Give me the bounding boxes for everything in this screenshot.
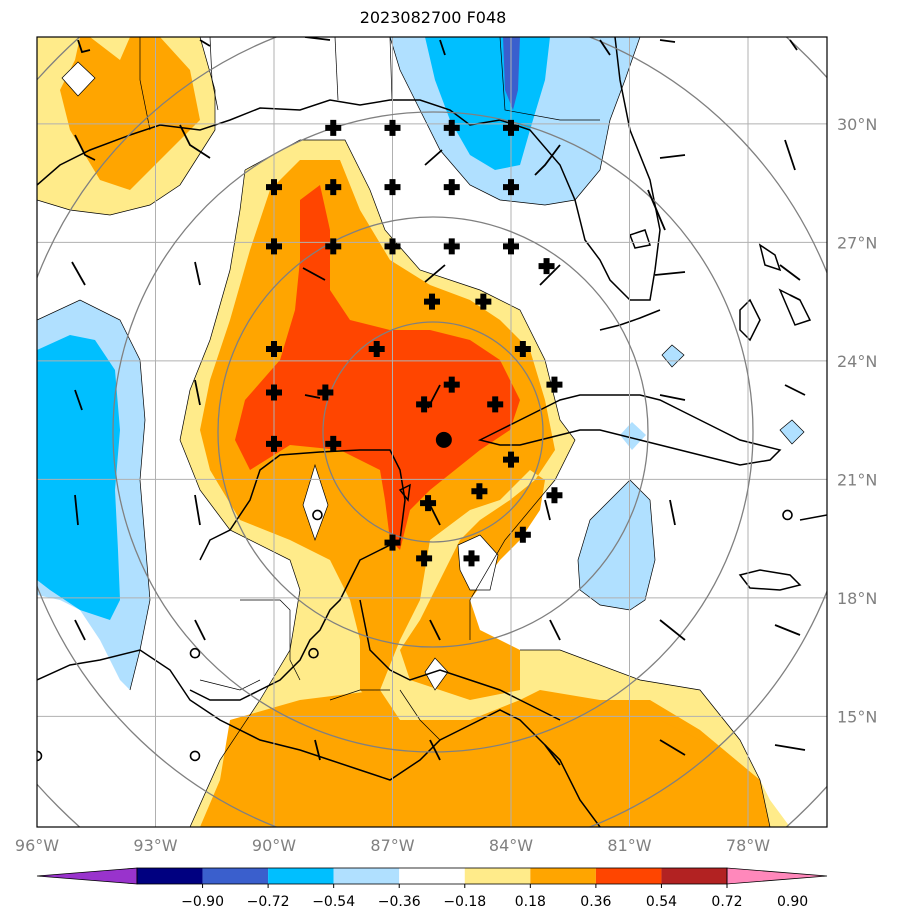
lon-tick-labels: 96°W 93°W 90°W 87°W 84°W 81°W 78°W: [15, 836, 770, 855]
map-frame: [36, 36, 828, 828]
lat-tick-label: 21°N: [837, 470, 877, 489]
lon-tick-label: 78°W: [726, 836, 770, 855]
cross-marker: [266, 435, 282, 452]
cross-marker: [514, 526, 531, 543]
cross-marker: [503, 119, 519, 136]
cross-marker: [443, 179, 460, 196]
colorbar-label: −0.36: [378, 894, 421, 910]
calm-marker: [189, 647, 201, 659]
lon-tick-label: 90°W: [252, 836, 296, 855]
cross-marker: [503, 179, 519, 196]
cross-marker: [546, 487, 563, 504]
colorbar-extend-low: [36, 867, 138, 885]
cross-marker: [443, 119, 460, 136]
cross-marker: [416, 550, 433, 567]
cross-marker: [266, 238, 282, 255]
contour-blue-ne: [425, 37, 550, 170]
colorbar-segment: [399, 868, 465, 884]
colorbar-segment: [595, 868, 662, 884]
colorbar-segment: [464, 868, 531, 884]
cross-marker: [471, 483, 488, 500]
lat-tick-labels: 30°N 27°N 24°N 21°N 18°N 15°N: [837, 115, 877, 727]
lon-tick-label: 84°W: [489, 836, 533, 855]
cross-marker: [317, 384, 334, 401]
cross-marker: [503, 238, 519, 255]
colorbar-label: −0.18: [443, 894, 486, 910]
contour-orange-south: [200, 690, 770, 827]
cross-marker: [416, 396, 433, 413]
calm-marker: [308, 647, 319, 659]
wind-barbs: [71, 37, 806, 766]
colorbar-segment: [137, 868, 203, 884]
cross-marker: [266, 384, 282, 401]
cross-marker: [325, 179, 342, 196]
cross-marker: [325, 435, 342, 452]
colorbar-extend-high: [726, 867, 828, 885]
lat-tick-label: 18°N: [837, 589, 877, 608]
cross-marker: [325, 238, 342, 255]
cross-marker: [443, 376, 460, 393]
colorbar-outline: [136, 867, 728, 885]
lat-tick-label: 24°N: [837, 352, 877, 371]
lon-tick-label: 81°W: [607, 836, 651, 855]
lat-tick-label: 27°N: [837, 233, 877, 252]
colorbar: −0.90 −0.72 −0.54 −0.36 −0.18 0.18 0.36 0.54 0.7…: [36, 867, 828, 910]
calm-marker: [312, 509, 323, 521]
lon-tick-label: 96°W: [15, 836, 59, 855]
gridlines: [37, 37, 827, 827]
cross-marker: [463, 550, 480, 567]
cross-marker: [266, 341, 282, 358]
borders: [139, 37, 600, 741]
colorbar-segment: [530, 868, 596, 884]
colorbar-label: 0.72: [711, 894, 742, 910]
contour-white-hole-3: [458, 535, 498, 590]
calm-marker: [189, 750, 201, 762]
cross-markers: [266, 119, 563, 567]
cross-marker: [384, 534, 401, 551]
lat-tick-label: 30°N: [837, 115, 877, 134]
colorbar-label: 0.54: [646, 894, 677, 910]
cross-marker: [443, 238, 460, 255]
calm-marker: [37, 750, 43, 762]
cross-marker: [475, 293, 492, 310]
cross-marker: [266, 179, 282, 196]
cross-marker: [384, 119, 401, 136]
contour-blue-w: [37, 335, 120, 620]
colorbar-segment: [202, 868, 269, 884]
cross-marker: [420, 495, 437, 512]
cross-marker: [384, 179, 401, 196]
map-title: 2023082700 F048: [359, 8, 507, 27]
calm-marker: [782, 509, 793, 521]
calm-markers: [37, 509, 793, 762]
colorbar-segment: [268, 868, 334, 884]
cross-marker: [546, 376, 563, 393]
storm-center-marker: [435, 431, 452, 448]
lon-tick-label: 87°W: [370, 836, 414, 855]
lat-tick-label: 15°N: [837, 707, 877, 726]
colorbar-label: −0.90: [181, 894, 224, 910]
contour-lightblue-small2: [620, 422, 646, 450]
lon-tick-label: 93°W: [133, 836, 177, 855]
cross-marker: [487, 396, 504, 413]
contour-red-core: [235, 185, 520, 550]
cross-marker: [538, 258, 555, 275]
colorbar-label: −0.72: [247, 894, 290, 910]
colorbar-label: −0.54: [312, 894, 355, 910]
cross-marker: [384, 238, 401, 255]
colorbar-segment: [661, 868, 727, 884]
cross-marker: [514, 341, 531, 358]
cross-marker: [368, 341, 385, 358]
colorbar-label: 0.18: [515, 894, 546, 910]
colorbar-label: 0.90: [777, 894, 808, 910]
cross-marker: [424, 293, 440, 310]
colorbar-segment: [333, 868, 400, 884]
cross-marker: [503, 451, 519, 468]
cross-marker: [325, 119, 342, 136]
colorbar-label: 0.36: [580, 894, 611, 910]
